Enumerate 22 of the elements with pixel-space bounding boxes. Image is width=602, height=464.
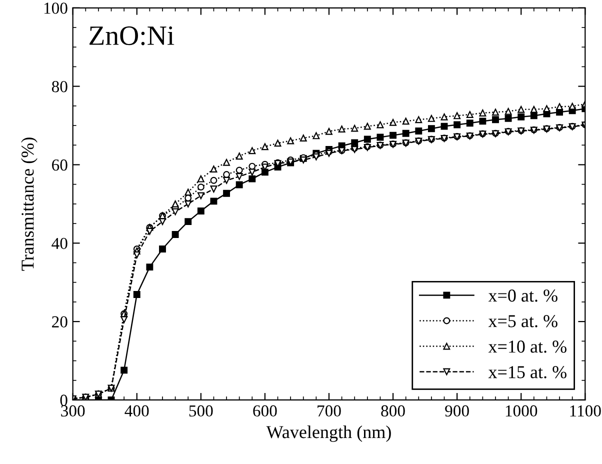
x-tick-label: 1000	[506, 405, 538, 417]
x-tick-label: 400	[124, 405, 149, 417]
x-tick-label: 900	[445, 405, 469, 417]
x-tick-label: 600	[253, 405, 277, 417]
x-tick-label: 1100	[570, 405, 601, 417]
x-tick-label: 500	[189, 405, 213, 417]
y-tick-label: 20	[52, 316, 68, 328]
legend-label: x=5 at. %	[488, 315, 558, 328]
annotation: ZnO:Ni	[90, 26, 174, 46]
y-tick-label: 80	[52, 81, 68, 92]
legend-label: x=0 at. %	[488, 290, 558, 302]
y-tick-label: 60	[52, 159, 68, 171]
y-axis-title: Transmittance (%)	[21, 138, 38, 271]
x-tick-label: 800	[381, 405, 405, 417]
x-tick-label: 300	[61, 405, 85, 417]
y-tick-label: 0	[60, 394, 68, 406]
x-tick-label: 700	[318, 405, 341, 417]
x-axis-title: Wavelength (nm)	[266, 426, 391, 442]
legend-label: x=10 at. %	[488, 340, 566, 353]
legend-label: x=15 at. %	[488, 366, 566, 378]
y-tick-label: 40	[52, 238, 68, 250]
y-tick-label: 100	[44, 2, 68, 14]
